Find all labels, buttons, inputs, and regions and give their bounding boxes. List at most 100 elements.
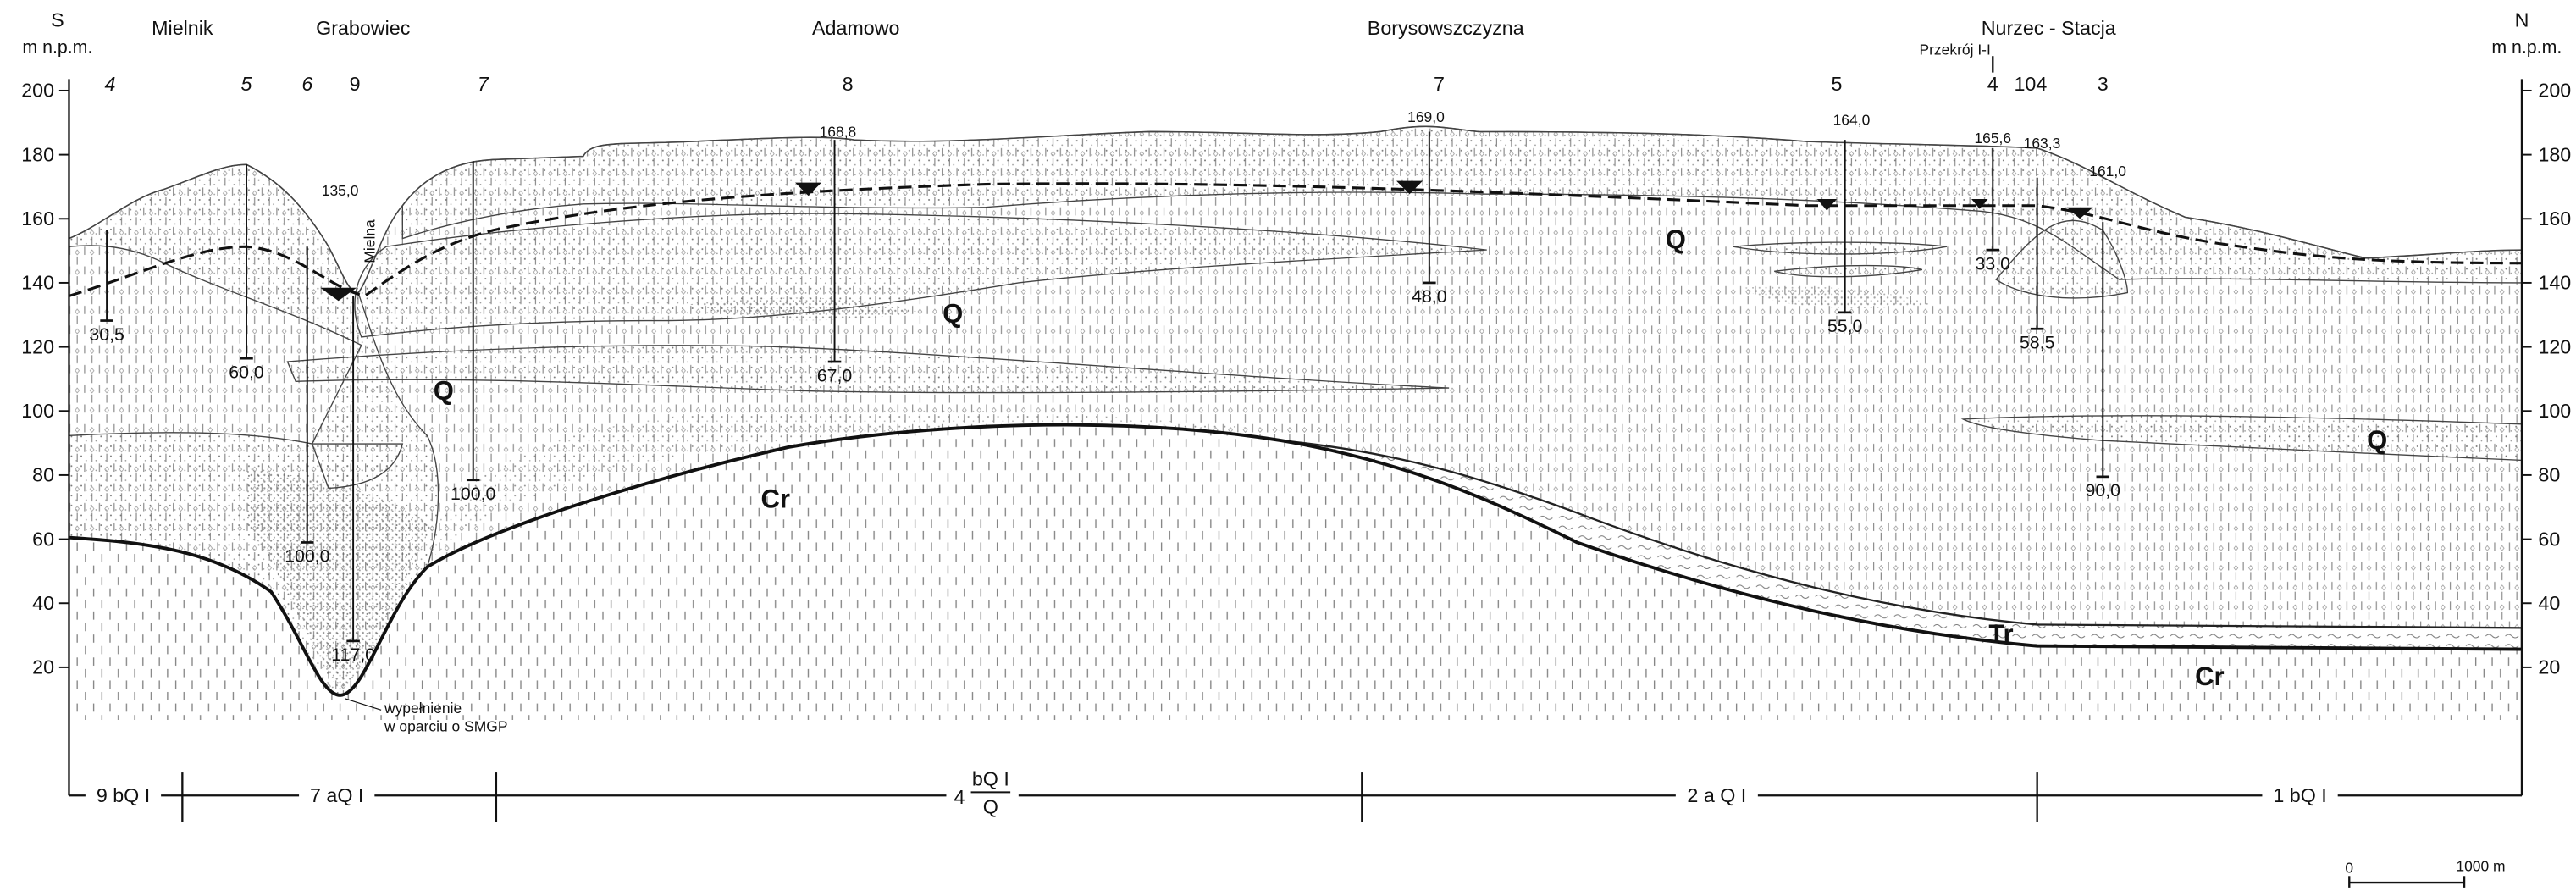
sand-middle	[354, 213, 1487, 338]
tick-label: 20	[2538, 656, 2560, 678]
segment-label: 4	[954, 786, 965, 808]
well-depth: 48,0	[1412, 286, 1447, 307]
segment-label: 2 a Q I	[1687, 784, 1746, 806]
surface-elevation: 163,3	[2024, 135, 2061, 152]
label-bg	[2262, 782, 2338, 809]
water-table	[69, 182, 2522, 298]
tick-label: 100	[2538, 400, 2571, 422]
tick-label: 140	[2538, 272, 2571, 294]
tick-label: 180	[21, 143, 54, 165]
tick-label: 20	[32, 656, 54, 678]
well-depth: 30,5	[89, 324, 124, 345]
tick-label: 80	[2538, 464, 2560, 486]
well-number: 7	[1434, 73, 1445, 95]
tick-label: 180	[2538, 143, 2571, 165]
tick-label: 60	[2538, 528, 2560, 550]
tick-label: 140	[21, 272, 54, 294]
label-bg	[946, 769, 1019, 819]
label-bg	[1675, 782, 1758, 809]
well-number: 9	[350, 73, 361, 95]
scale-label: 0	[2345, 859, 2353, 876]
well-depth: 60,0	[229, 362, 264, 382]
unit-cr: Cr	[2195, 661, 2225, 691]
unit-q: Q	[434, 376, 454, 406]
unit-q: Q	[943, 298, 963, 328]
locality: Grabowiec	[316, 17, 411, 39]
surface-elevation: 164,0	[1833, 112, 1871, 129]
segment-label: 7 aQ I	[310, 784, 363, 806]
well-depth: 55,0	[1827, 316, 1863, 336]
well-number: 4	[1987, 73, 1998, 95]
surface-elevation: 168,8	[820, 123, 857, 140]
tick-label: 60	[32, 528, 54, 550]
ticks: 200 200 180 180 160 160 140 140 120 120 100 100 80 80…	[21, 80, 2571, 678]
tick-label: 80	[32, 464, 54, 486]
well-number: 6	[301, 73, 312, 95]
tick-label: 160	[21, 208, 54, 230]
segment-label: Q	[983, 796, 998, 818]
section-label: Przekrój I-I	[1919, 41, 1990, 58]
surface-elevation: 169,0	[1407, 108, 1445, 125]
locality: Mielnik	[152, 17, 213, 39]
sand-right-upper	[1995, 219, 2129, 299]
scale-label: 1000 m	[2456, 857, 2505, 874]
cretaceous-pattern	[69, 424, 2522, 720]
well-depth: 33,0	[1976, 253, 2011, 274]
sand-dense	[689, 297, 920, 321]
label-bg	[299, 782, 375, 809]
sand-lower	[286, 345, 1450, 394]
well-number: 4	[105, 73, 116, 95]
unit-label: m n.p.m.	[22, 36, 92, 57]
well-number: 7	[478, 73, 489, 95]
well-number: 5	[1832, 73, 1843, 95]
tick-label: 200	[2538, 80, 2571, 102]
segment-label: 9 bQ I	[97, 784, 150, 806]
note-leader	[345, 698, 382, 711]
tick-label: 40	[32, 592, 54, 614]
segment-label: bQ I	[972, 768, 1009, 790]
label-bg	[85, 782, 162, 809]
direction-south: S	[51, 8, 64, 30]
well-number: 8	[843, 73, 854, 95]
surface-elevation: 165,6	[1974, 130, 2011, 147]
tick-label: 200	[21, 80, 54, 102]
note: w oparciu o SMGP	[384, 718, 507, 735]
locality: Borysowszczyzna	[1368, 17, 1524, 39]
well-number: 5	[241, 73, 252, 95]
tick-label: 40	[2538, 592, 2560, 614]
mask	[58, 719, 2532, 770]
surface-elevation: 161,0	[2089, 163, 2126, 180]
tick-label: 120	[2538, 335, 2571, 357]
sand-lens	[1774, 264, 1923, 278]
well-depth: 67,0	[817, 365, 853, 385]
unit-cr: Cr	[760, 484, 790, 514]
direction-north: N	[2515, 8, 2529, 30]
sand-valley-dense	[246, 468, 431, 691]
unit-q: Q	[1666, 224, 1686, 254]
well-depth: 58,5	[2020, 333, 2055, 353]
unit-label: m n.p.m.	[2491, 36, 2562, 57]
sand-lens	[1733, 241, 1948, 255]
river: Mielna	[361, 219, 378, 263]
unit-q: Q	[2367, 425, 2387, 455]
tick-label: 100	[21, 400, 54, 422]
unit-tr: Tr	[1988, 619, 2013, 649]
cretaceous-top	[69, 423, 2522, 697]
sand-dense	[1741, 285, 1931, 309]
well-number: 104	[2014, 73, 2047, 95]
sand-above-cr	[430, 408, 1282, 559]
well-depth: 90,0	[2086, 480, 2121, 501]
locality: Adamowo	[812, 17, 899, 39]
surface-elevation: 135,0	[322, 182, 359, 199]
sand-lens	[311, 443, 404, 490]
note: wypełnienie	[384, 700, 462, 717]
well-depth: 117,0	[331, 645, 375, 665]
tick-label: 160	[2538, 208, 2571, 230]
locality: Nurzec - Stacja	[1982, 17, 2116, 39]
well-depth: 100,0	[285, 546, 330, 567]
well-number: 3	[2098, 73, 2109, 95]
axes	[68, 56, 2523, 888]
segment-label: 1 bQ I	[2273, 784, 2326, 806]
